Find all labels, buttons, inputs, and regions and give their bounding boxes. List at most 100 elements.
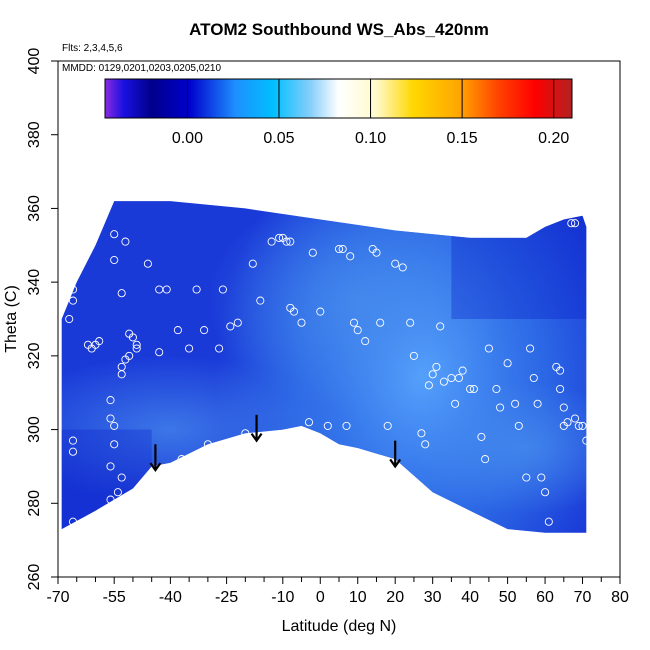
data-point bbox=[304, 418, 314, 427]
x-tick-label: 10 bbox=[349, 589, 367, 606]
data-point bbox=[578, 421, 587, 430]
colorbar-tick-label: 0.15 bbox=[447, 130, 478, 147]
x-tick-label: -10 bbox=[271, 589, 294, 606]
data-point bbox=[218, 285, 227, 294]
data-point bbox=[308, 248, 317, 257]
data-point bbox=[342, 421, 351, 430]
data-point bbox=[192, 285, 201, 294]
y-tick-label: 280 bbox=[26, 490, 43, 517]
y-tick-label: 380 bbox=[26, 121, 43, 148]
data-point bbox=[466, 384, 475, 394]
data-point bbox=[533, 399, 542, 408]
data-point bbox=[117, 289, 126, 298]
y-tick-label: 400 bbox=[26, 48, 43, 75]
data-point bbox=[297, 318, 306, 327]
data-point bbox=[117, 362, 126, 371]
data-point bbox=[559, 403, 568, 412]
data-point bbox=[522, 473, 531, 482]
x-tick-label: 60 bbox=[536, 589, 554, 606]
data-point bbox=[110, 230, 119, 239]
data-point bbox=[409, 351, 418, 360]
data-point bbox=[113, 488, 122, 497]
data-point bbox=[406, 318, 415, 327]
x-tick-label: -40 bbox=[159, 589, 182, 606]
data-point bbox=[106, 495, 115, 504]
data-point bbox=[173, 326, 182, 335]
arrow-marker bbox=[149, 444, 162, 473]
data-point bbox=[503, 359, 512, 368]
data-point bbox=[458, 366, 467, 375]
data-point bbox=[424, 381, 433, 390]
data-point bbox=[353, 326, 362, 335]
data-point bbox=[132, 340, 141, 349]
data-point bbox=[529, 373, 538, 383]
data-point bbox=[537, 473, 546, 482]
data-point bbox=[117, 473, 126, 482]
flights-annotation: Flts: 2,3,4,5,6 bbox=[62, 43, 123, 54]
data-point bbox=[514, 421, 523, 430]
data-point bbox=[439, 377, 448, 386]
data-point bbox=[582, 436, 591, 445]
data-point bbox=[372, 248, 381, 257]
data-point bbox=[233, 318, 242, 327]
data-point bbox=[376, 318, 385, 327]
data-point bbox=[334, 244, 344, 254]
dark-band-sw bbox=[61, 429, 152, 533]
y-axis: 260 280 300 320 340 360 380 400 bbox=[26, 48, 58, 590]
dates-annotation: MMDD: 0129,0201,0203,0205,0210 bbox=[62, 63, 221, 74]
data-point bbox=[177, 455, 186, 464]
y-tick-label: 300 bbox=[26, 416, 43, 443]
colorbar-tick-label: 0.20 bbox=[538, 130, 569, 147]
x-tick-label: 70 bbox=[574, 589, 592, 606]
x-tick-label: 0 bbox=[316, 589, 325, 606]
x-tick-label: 50 bbox=[499, 589, 517, 606]
data-point bbox=[511, 399, 520, 408]
y-tick-label: 320 bbox=[26, 342, 43, 369]
data-point bbox=[349, 318, 359, 327]
x-axis: -70 -55 -40 -25 -10 0 10 20 30 40 50 60 70 80 bbox=[46, 577, 629, 606]
data-point bbox=[556, 384, 565, 394]
data-point bbox=[570, 414, 580, 423]
heatmap-field bbox=[61, 201, 587, 533]
y-axis-label: Theta (C) bbox=[3, 285, 20, 353]
data-point bbox=[106, 414, 115, 423]
x-tick-label: -55 bbox=[103, 589, 126, 606]
data-point bbox=[398, 263, 407, 272]
data-point bbox=[481, 455, 490, 464]
data-point bbox=[241, 429, 250, 438]
data-point bbox=[110, 440, 119, 449]
colorbar: 0.00 0.05 0.10 0.15 0.20 bbox=[104, 78, 573, 147]
data-point bbox=[282, 237, 291, 246]
data-point bbox=[68, 285, 78, 294]
light-region-upper bbox=[207, 201, 508, 412]
data-point bbox=[541, 488, 550, 497]
data-point bbox=[574, 421, 583, 430]
arrow-marker bbox=[389, 440, 402, 469]
data-point bbox=[417, 429, 426, 438]
data-point bbox=[95, 337, 104, 346]
data-point bbox=[121, 237, 130, 246]
data-point bbox=[570, 219, 580, 228]
data-point bbox=[544, 517, 553, 526]
data-point bbox=[316, 307, 325, 316]
data-point bbox=[110, 421, 119, 430]
data-point bbox=[526, 344, 535, 353]
data-point bbox=[432, 362, 441, 371]
data-point bbox=[275, 233, 284, 242]
data-point bbox=[383, 421, 392, 430]
data-point bbox=[421, 440, 430, 449]
data-point bbox=[110, 255, 119, 265]
data-point bbox=[155, 348, 164, 357]
colorbar-gradient bbox=[104, 78, 573, 119]
data-point bbox=[484, 344, 493, 353]
data-point bbox=[106, 396, 115, 405]
chart-title: ATOM2 Southbound WS_Abs_420nm bbox=[189, 20, 489, 39]
data-point bbox=[162, 285, 171, 294]
dark-band bbox=[451, 208, 587, 319]
light-region-east bbox=[413, 381, 587, 515]
data-point bbox=[563, 418, 572, 427]
data-point bbox=[267, 237, 276, 246]
data-point bbox=[492, 384, 501, 394]
x-tick-label: 80 bbox=[611, 589, 629, 606]
